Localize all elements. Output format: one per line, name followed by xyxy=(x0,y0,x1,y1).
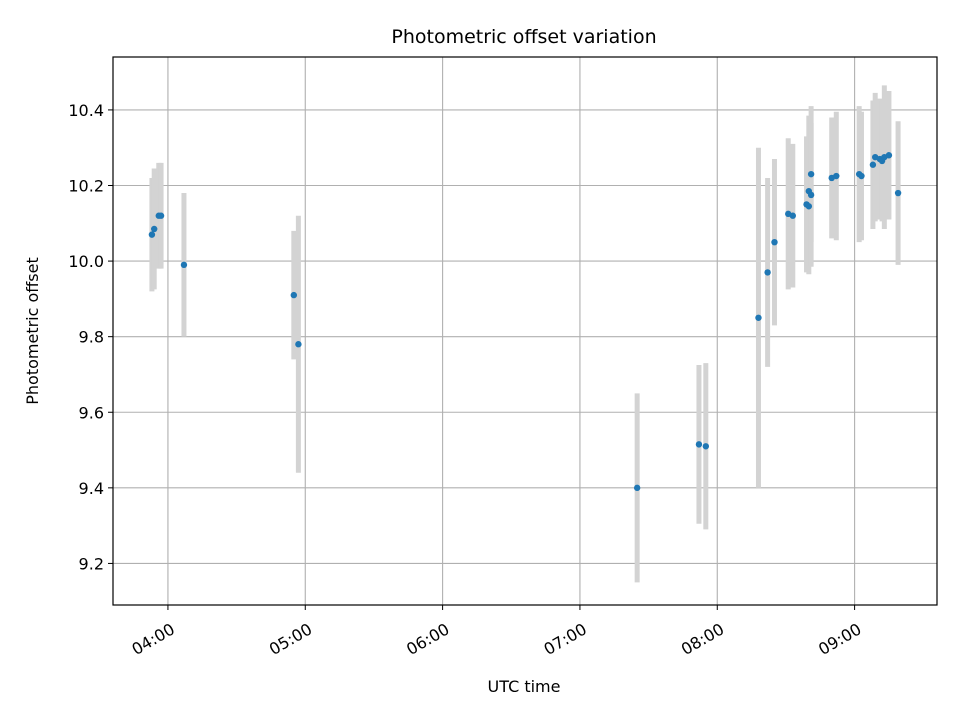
y-tick-label: 10.4 xyxy=(68,101,104,120)
errorbars xyxy=(149,85,901,583)
x-axis-label: UTC time xyxy=(488,677,561,696)
data-point xyxy=(858,172,865,180)
y-tick-label: 9.8 xyxy=(79,328,104,347)
chart-title: Photometric offset variation xyxy=(391,26,656,48)
y-axis-label: Photometric offset xyxy=(23,257,42,405)
data-point xyxy=(833,172,840,180)
y-tick-label: 9.4 xyxy=(79,479,104,498)
x-tick-label: 05:00 xyxy=(266,619,315,659)
x-tick-label: 04:00 xyxy=(129,619,178,659)
data-point xyxy=(695,441,703,448)
data-point xyxy=(764,269,771,276)
data-point xyxy=(807,170,815,178)
data-point xyxy=(894,189,902,197)
y-tick-label: 10.0 xyxy=(68,252,104,271)
plot-area-frame xyxy=(112,56,938,606)
data-point xyxy=(789,212,796,219)
x-tick-label: 08:00 xyxy=(678,619,727,659)
data-point xyxy=(633,484,641,492)
data-point xyxy=(755,314,762,321)
data-point xyxy=(805,203,813,210)
data-point xyxy=(148,231,156,238)
data-point xyxy=(295,341,302,348)
y-tick-label: 9.6 xyxy=(79,403,104,422)
data-point xyxy=(869,161,877,168)
data-point xyxy=(290,291,298,299)
data-point xyxy=(771,238,778,246)
x-tick-label: 06:00 xyxy=(403,619,452,659)
x-tick-label: 07:00 xyxy=(541,619,590,659)
x-axis: 04:00 05:00 06:00 07:00 08:00 09:00 xyxy=(129,605,865,659)
data-point xyxy=(885,152,893,159)
data-point xyxy=(702,443,710,450)
y-axis: 9.2 9.4 9.6 9.8 10.0 10.2 10.4 xyxy=(68,101,113,573)
data-point xyxy=(807,191,815,199)
y-tick-label: 9.2 xyxy=(79,554,104,573)
x-tick-label: 09:00 xyxy=(815,619,864,659)
data-points xyxy=(148,152,902,492)
grid xyxy=(113,57,937,605)
data-point xyxy=(151,225,158,233)
data-point xyxy=(157,212,165,219)
y-tick-label: 10.2 xyxy=(68,176,104,195)
data-point xyxy=(180,261,188,269)
